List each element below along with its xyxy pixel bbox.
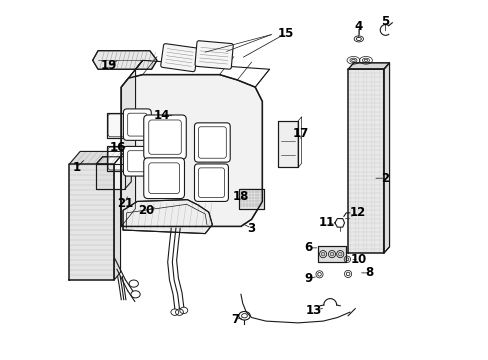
- Polygon shape: [124, 148, 148, 175]
- Polygon shape: [124, 157, 131, 189]
- Text: 4: 4: [354, 20, 362, 33]
- Text: 18: 18: [232, 190, 248, 203]
- Text: 10: 10: [350, 253, 366, 266]
- Text: 3: 3: [247, 222, 255, 235]
- Polygon shape: [107, 146, 130, 171]
- Polygon shape: [121, 60, 142, 226]
- Text: 21: 21: [117, 197, 133, 210]
- Polygon shape: [69, 164, 114, 280]
- Polygon shape: [114, 156, 121, 280]
- Text: 11: 11: [318, 216, 334, 229]
- Text: 1: 1: [72, 161, 81, 174]
- Text: 9: 9: [304, 272, 312, 285]
- FancyBboxPatch shape: [143, 115, 186, 159]
- Text: 5: 5: [381, 14, 389, 27]
- Polygon shape: [347, 63, 389, 69]
- FancyBboxPatch shape: [194, 164, 228, 202]
- Polygon shape: [93, 51, 157, 69]
- FancyBboxPatch shape: [161, 44, 198, 72]
- Text: 20: 20: [138, 204, 154, 217]
- FancyBboxPatch shape: [143, 158, 184, 199]
- Polygon shape: [69, 152, 124, 164]
- Ellipse shape: [321, 252, 324, 256]
- Polygon shape: [317, 246, 345, 262]
- Text: 16: 16: [109, 141, 125, 154]
- Text: 7: 7: [231, 313, 239, 326]
- Text: 8: 8: [365, 266, 373, 279]
- Ellipse shape: [329, 252, 333, 256]
- FancyBboxPatch shape: [195, 41, 233, 69]
- Polygon shape: [347, 69, 383, 253]
- FancyBboxPatch shape: [123, 109, 151, 140]
- Text: 15: 15: [277, 27, 293, 40]
- Text: 2: 2: [381, 172, 389, 185]
- Polygon shape: [239, 189, 264, 208]
- Text: 19: 19: [101, 59, 117, 72]
- Text: 12: 12: [349, 206, 366, 219]
- Polygon shape: [107, 113, 130, 138]
- Polygon shape: [96, 157, 131, 164]
- Polygon shape: [383, 63, 389, 253]
- Polygon shape: [96, 164, 124, 189]
- Text: 14: 14: [154, 109, 170, 122]
- Text: 17: 17: [292, 127, 308, 140]
- FancyBboxPatch shape: [123, 147, 149, 176]
- Ellipse shape: [338, 252, 341, 256]
- Polygon shape: [124, 111, 149, 139]
- FancyBboxPatch shape: [194, 123, 230, 162]
- Polygon shape: [121, 75, 262, 226]
- Polygon shape: [278, 121, 298, 167]
- Polygon shape: [123, 200, 212, 234]
- Text: 6: 6: [304, 241, 312, 255]
- Text: 13: 13: [305, 304, 322, 317]
